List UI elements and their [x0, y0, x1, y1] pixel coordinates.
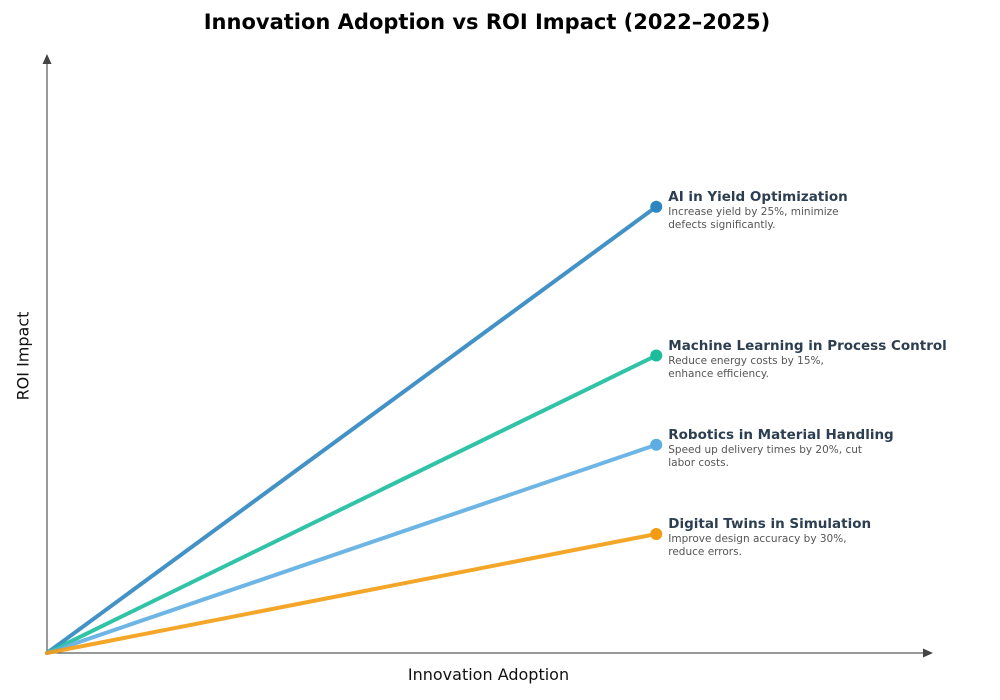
series-endpoint-3: [650, 528, 663, 540]
series-label: AI in Yield Optimization: [668, 188, 848, 205]
series-label: Digital Twins in Simulation: [668, 516, 872, 532]
x-axis-label: Innovation Adoption: [407, 665, 570, 684]
series-description: Reduce energy costs by 15%, enhance effi…: [668, 354, 824, 380]
series-endpoint-0: [650, 200, 663, 213]
series-endpoint-2: [650, 438, 663, 451]
series-annotation: AI in Yield Optimization Increase yield b…: [668, 189, 868, 232]
series-line-1: [45, 353, 659, 655]
series-line-0: [45, 204, 659, 655]
y-axis-label: ROI Impact: [13, 311, 33, 401]
series-label: Machine Learning in Process Control: [668, 337, 947, 354]
series-label: Robotics in Material Handling: [668, 426, 894, 443]
y-axis-arrow: [42, 54, 52, 64]
series-line-2: [45, 442, 659, 655]
x-axis-arrow: [923, 648, 933, 658]
series-annotation: Digital Twins in Simulation Improve desig…: [668, 516, 871, 559]
chart-title: Innovation Adoption vs ROI Impact (2022–…: [203, 10, 771, 34]
series-annotation: Machine Learning in Process Control Reduc…: [668, 338, 947, 381]
series-description: Increase yield by 25%, minimize defects …: [668, 205, 839, 231]
series-endpoint-1: [650, 349, 663, 362]
series-line-3: [45, 532, 659, 655]
series-annotation: Robotics in Material Handling Speed up de…: [668, 427, 893, 470]
series-description: Improve design accuracy by 30%, reduce e…: [668, 533, 847, 558]
series-description: Speed up delivery times by 20%, cut labo…: [668, 443, 862, 469]
